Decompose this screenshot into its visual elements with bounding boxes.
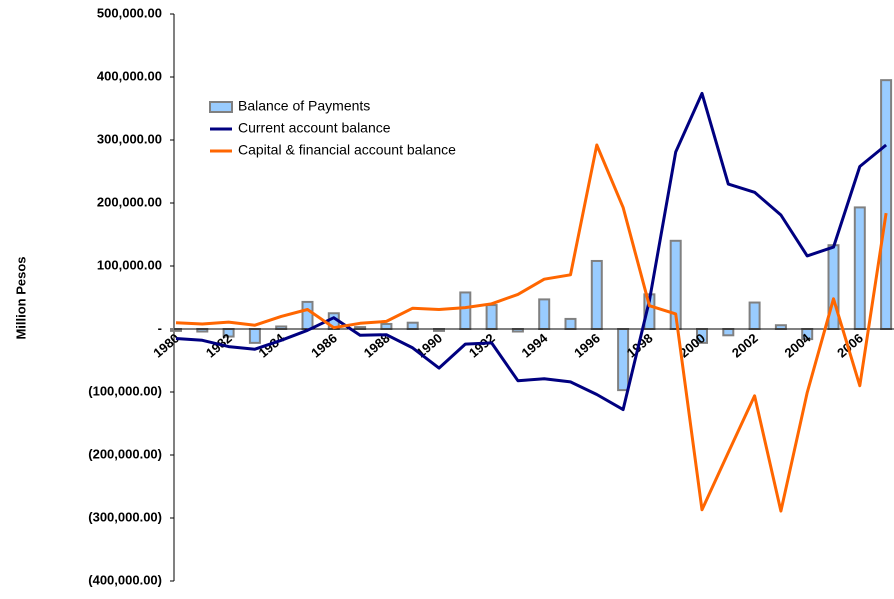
y-tick-label: 400,000.00 (97, 68, 162, 83)
y-tick-label: (300,000.00) (88, 509, 162, 524)
x-tick-label: 1980 (150, 330, 182, 360)
bar (722, 328, 735, 337)
bar (880, 79, 893, 331)
bar (853, 206, 866, 330)
legend-label: Capital & financial account balance (238, 142, 456, 158)
legend-label: Balance of Payments (238, 98, 370, 114)
y-tick-label: (400,000.00) (88, 572, 162, 587)
y-tick-label: (100,000.00) (88, 383, 162, 398)
y-axis-label: Million Pesos (13, 256, 28, 339)
x-tick-label: 1994 (519, 330, 551, 361)
bar (774, 324, 787, 331)
bar (459, 291, 472, 330)
bar (406, 321, 419, 331)
bar (248, 328, 261, 344)
bar (485, 304, 498, 330)
legend: Balance of Payments Current account balan… (209, 98, 456, 158)
bar (617, 328, 630, 392)
y-tick-label: 100,000.00 (97, 257, 162, 272)
bar (538, 298, 551, 331)
bar (590, 259, 603, 330)
x-tick-label: 1986 (308, 330, 340, 360)
line (175, 143, 888, 513)
x-tick-label: 1990 (413, 330, 445, 360)
bar (380, 322, 393, 330)
y-tick-label: 200,000.00 (97, 194, 162, 209)
bar (748, 301, 761, 331)
y-tick-label: 500,000.00 (97, 5, 162, 20)
bar (564, 317, 577, 331)
x-tick-label: 1996 (571, 330, 603, 360)
legend-label: Current account balance (238, 120, 391, 136)
bar (301, 300, 314, 331)
y-tick-label: (200,000.00) (88, 446, 162, 461)
legend-swatch (209, 101, 233, 113)
y-tick-label: - (158, 320, 162, 335)
y-tick-label: 300,000.00 (97, 131, 162, 146)
line (175, 91, 888, 412)
